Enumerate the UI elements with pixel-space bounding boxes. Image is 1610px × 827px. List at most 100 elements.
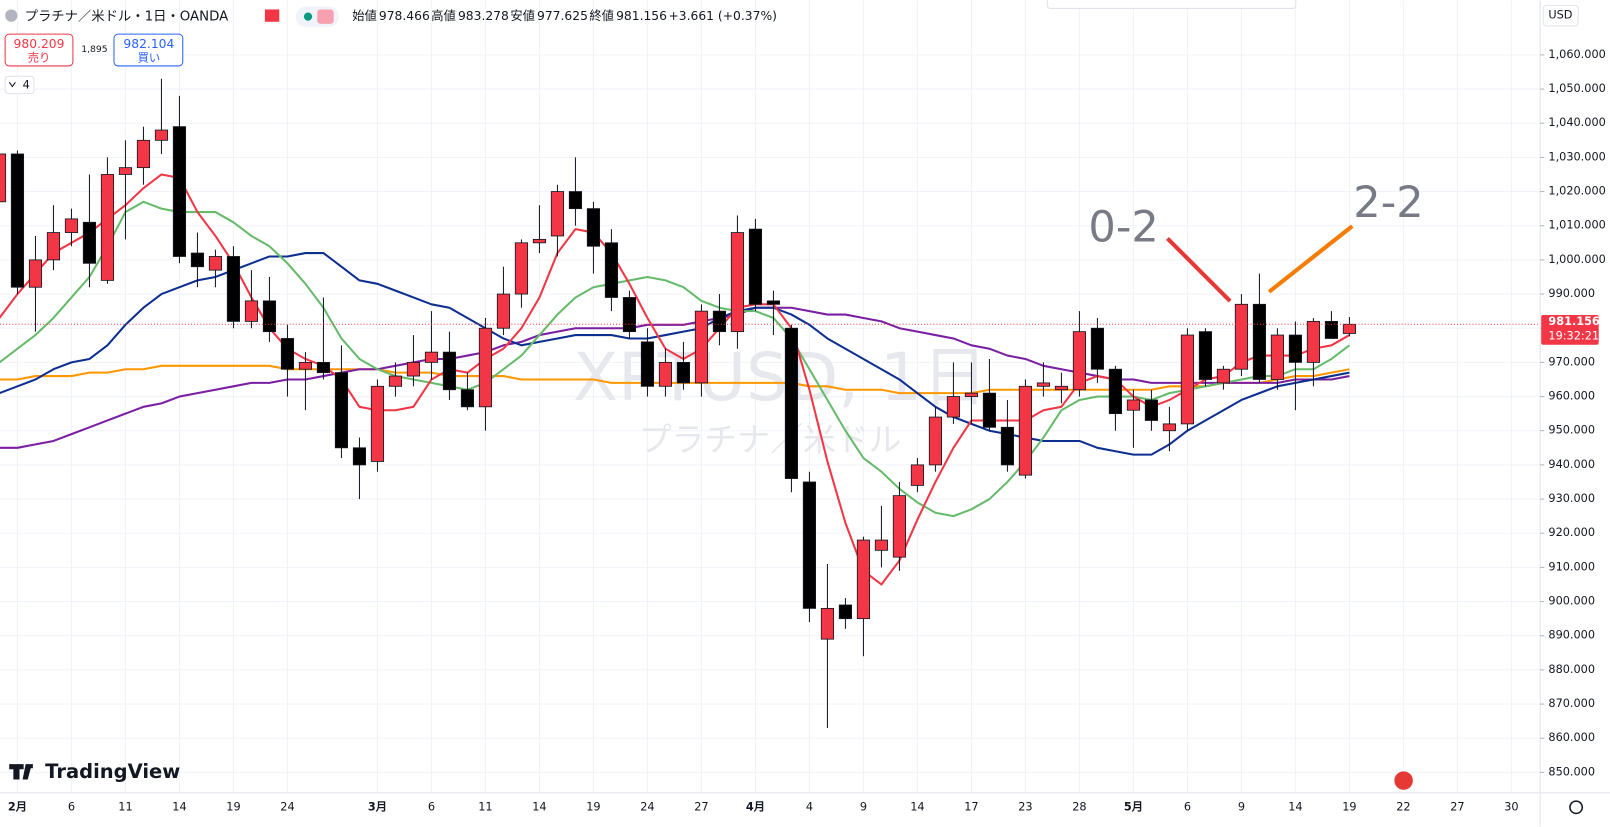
- moving-average: [0, 306, 1350, 449]
- y-tick-label: 1,040.000: [1548, 116, 1605, 129]
- high-value: 983.278: [458, 9, 509, 23]
- candle-body: [568, 191, 583, 210]
- candle-body: [1108, 368, 1122, 415]
- flag-icon[interactable]: [264, 9, 280, 22]
- x-tick-label: 19: [226, 800, 240, 813]
- candle-body: [874, 539, 889, 551]
- x-tick-label: 19: [586, 800, 600, 813]
- last-price-label: 981.156: [1548, 315, 1600, 328]
- candle-body: [1288, 334, 1302, 363]
- y-tick-label: 1,060.000: [1548, 48, 1605, 61]
- y-tick-label: 1,050.000: [1548, 82, 1605, 95]
- x-tick-label: 11: [478, 800, 492, 813]
- candle-body: [1324, 320, 1338, 339]
- candle-body: [586, 208, 601, 247]
- candle-body: [1180, 334, 1194, 425]
- annotation: 0-2: [1088, 203, 1158, 253]
- chevron-icon: [8, 82, 16, 88]
- x-tick-label: 30: [1504, 800, 1518, 813]
- candle-body: [1306, 320, 1320, 363]
- moving-average: [0, 364, 1350, 395]
- candle-body: [892, 495, 907, 558]
- x-tick-label: 27: [694, 800, 708, 813]
- candle-body: [100, 174, 115, 281]
- y-tick-label: 940.000: [1548, 458, 1595, 471]
- candle-body: [604, 242, 619, 298]
- brand-name: TradingView: [45, 760, 180, 783]
- x-tick-label: 11: [118, 800, 132, 813]
- candle-body: [190, 252, 205, 268]
- indicator-count: 4: [23, 78, 30, 91]
- annotation-line: [1267, 224, 1354, 294]
- candle-body: [226, 256, 241, 322]
- candle-body: [946, 396, 961, 418]
- watermark-name: プラチナ／米ドル: [639, 421, 902, 459]
- sell-button[interactable]: [4, 33, 74, 67]
- moving-average: [0, 173, 1350, 586]
- candle-body: [1090, 327, 1105, 370]
- buy-label: 買い: [138, 52, 161, 65]
- y-tick-label: 860.000: [1548, 731, 1595, 744]
- candle-body: [244, 300, 259, 322]
- x-tick-label: 6: [1184, 800, 1191, 813]
- y-tick-label: 930.000: [1548, 492, 1595, 505]
- close-value: 981.156: [616, 9, 667, 23]
- top-panel[interactable]: [1046, 0, 1297, 9]
- plot: [0, 78, 1541, 728]
- candle-body: [10, 153, 25, 288]
- candle-body: [766, 300, 781, 305]
- y-tick-label: 890.000: [1548, 629, 1595, 642]
- buy-button[interactable]: [113, 33, 184, 67]
- y-tick-label: 910.000: [1548, 560, 1595, 573]
- candle-body: [640, 341, 655, 387]
- candle-body: [424, 351, 439, 363]
- x-tick-label: 14: [1288, 800, 1302, 813]
- candle-body: [460, 389, 475, 408]
- x-tick-label: 4: [806, 800, 813, 813]
- candle-body: [46, 232, 61, 261]
- change: +3.661 (+0.37%): [668, 9, 777, 23]
- y-tick-label: 1,010.000: [1548, 219, 1605, 232]
- y-tick-label: 850.000: [1548, 765, 1595, 778]
- open-label: 始値: [352, 8, 377, 23]
- settings-icon[interactable]: [1569, 800, 1584, 815]
- currency-button[interactable]: [1542, 4, 1579, 27]
- candle-body: [1342, 323, 1356, 334]
- candle-body: [370, 385, 385, 462]
- low-label: 安値: [510, 8, 535, 23]
- candle-body: [748, 228, 763, 305]
- candle-body: [1234, 303, 1248, 370]
- candle-body: [676, 361, 691, 384]
- y-tick-label: 1,000.000: [1548, 253, 1605, 266]
- candle-body: [118, 167, 133, 175]
- candle-body: [208, 256, 223, 271]
- candle-body: [1000, 426, 1015, 466]
- candle-body: [1198, 331, 1212, 380]
- y-tick-label: 870.000: [1548, 697, 1595, 710]
- y-tick-label: 950.000: [1548, 424, 1595, 437]
- candle-body: [154, 129, 169, 141]
- brand-logo: [9, 764, 33, 780]
- x-tick-label: 6: [68, 800, 75, 813]
- candle-body: [820, 607, 835, 640]
- candle-body: [712, 310, 727, 333]
- candle-body: [172, 126, 187, 257]
- candle-body: [82, 221, 97, 264]
- candle-body: [0, 153, 7, 203]
- x-tick-label: 17: [964, 800, 978, 813]
- candle-body: [784, 327, 799, 479]
- y-tick-label: 990.000: [1548, 287, 1595, 300]
- last-price-tag: [1541, 315, 1599, 345]
- x-tick-label: 2月: [8, 800, 27, 813]
- symbol-title: プラチナ／米ドル・1日・OANDA: [25, 9, 229, 25]
- indicator-toggle[interactable]: [4, 75, 35, 95]
- candle-body: [1018, 385, 1033, 476]
- country-flag[interactable]: [1392, 769, 1415, 792]
- candle-body: [694, 310, 709, 384]
- x-tick-label: 23: [1018, 800, 1032, 813]
- status-dot: [303, 12, 313, 21]
- grid: [0, 0, 1541, 793]
- candle-body: [730, 232, 745, 333]
- spread: 1,895: [81, 44, 108, 55]
